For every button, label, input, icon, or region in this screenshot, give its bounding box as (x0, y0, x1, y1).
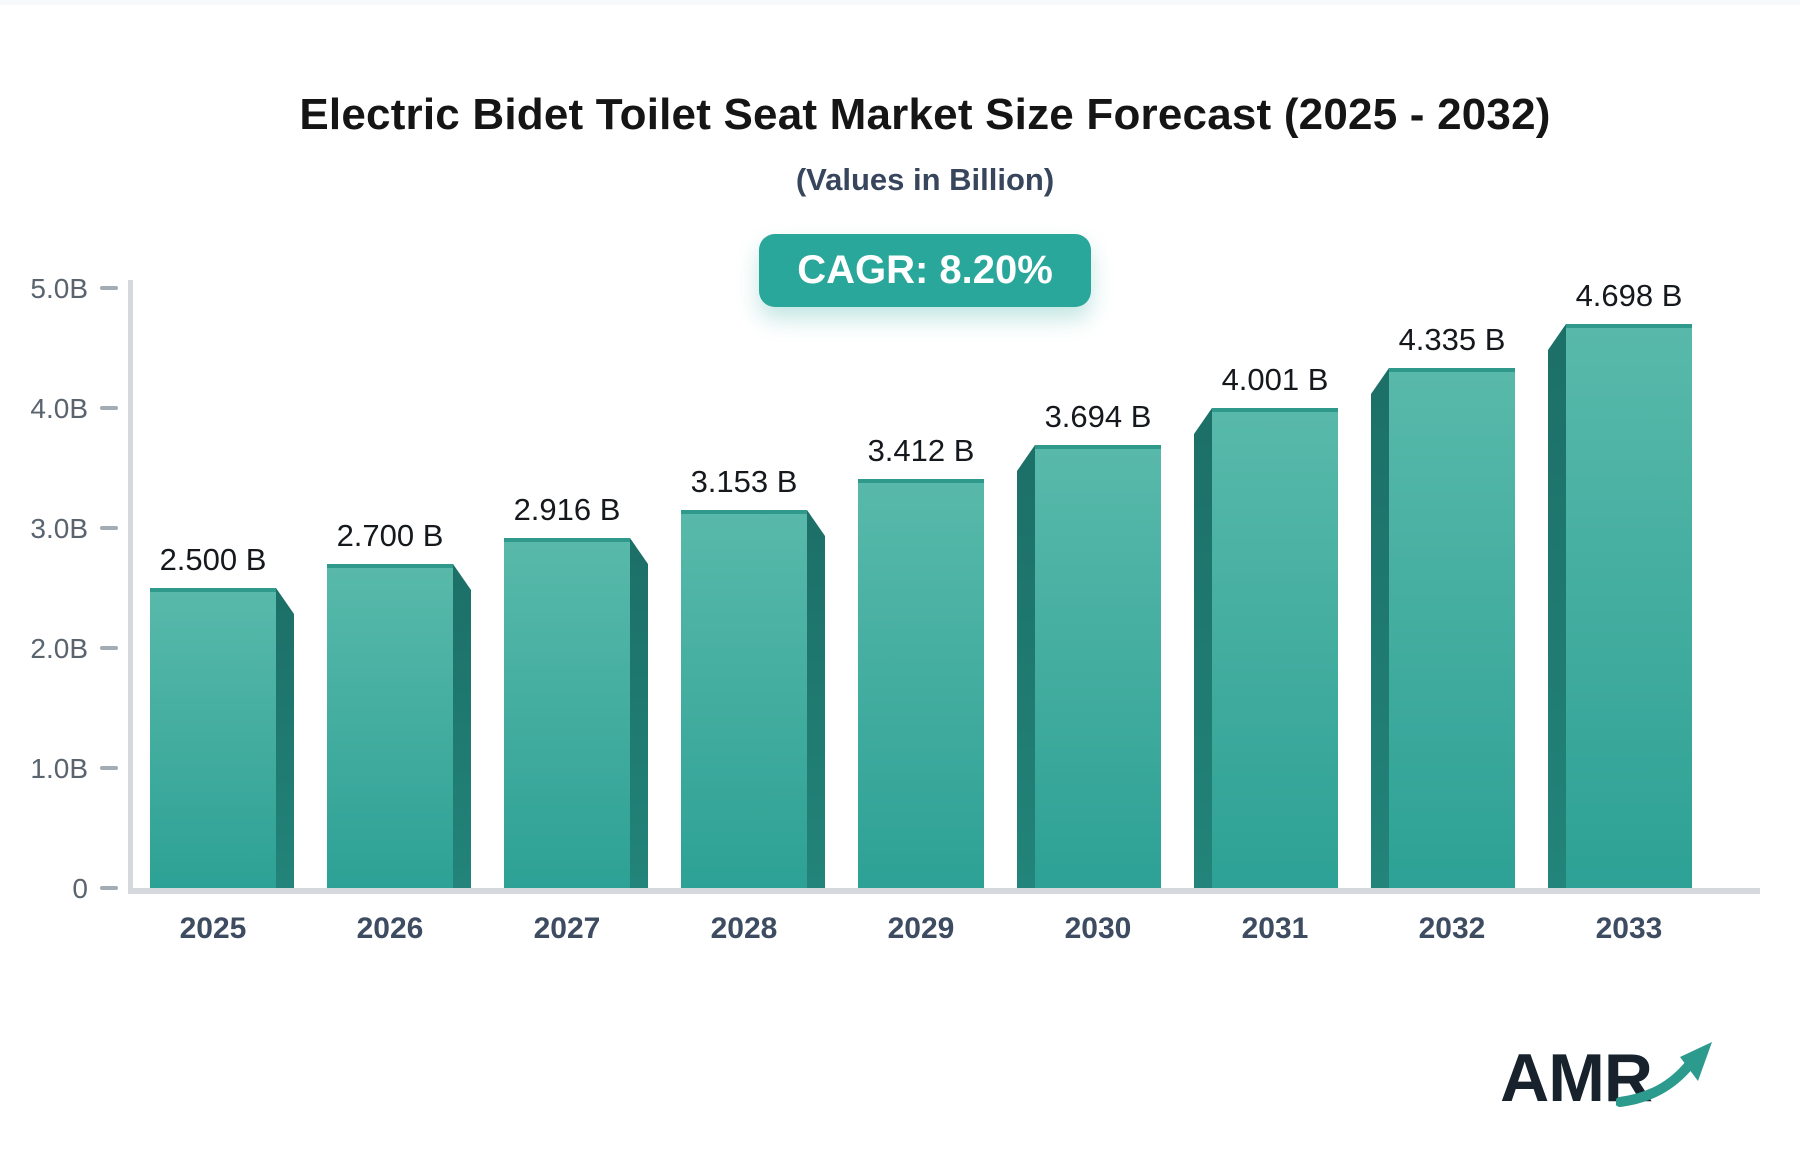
chart-header: Electric Bidet Toilet Seat Market Size F… (60, 90, 1790, 307)
y-tick-mark (100, 886, 118, 890)
page-top-border (0, 0, 1800, 5)
x-axis-label-2028: 2028 (710, 912, 778, 945)
bar-3d-side-face (1017, 445, 1035, 888)
bar-3d-side-face (1371, 368, 1389, 888)
x-axis-label-2030: 2030 (1064, 912, 1132, 945)
bar-2032[interactable] (1389, 368, 1515, 888)
bar-3d-side-face (276, 588, 294, 888)
y-tick-mark (100, 286, 118, 290)
x-axis-label-2033: 2033 (1595, 912, 1663, 945)
chart-title: Electric Bidet Toilet Seat Market Size F… (299, 90, 1551, 139)
y-tick-mark (100, 406, 118, 410)
bar-2033[interactable] (1566, 324, 1692, 888)
x-axis-label-2029: 2029 (887, 912, 955, 945)
bar-2030[interactable] (1035, 445, 1161, 888)
x-axis-label-2025: 2025 (179, 912, 247, 945)
y-tick-label: 3.0B (30, 513, 88, 544)
y-tick-mark (100, 646, 118, 650)
bar-3d-side-face (453, 564, 471, 888)
y-tick-label: 1.0B (30, 753, 88, 784)
bar-value-label: 3.412 B (867, 433, 975, 468)
bar-2025[interactable] (150, 588, 276, 888)
cagr-badge: CAGR: 8.20% (759, 234, 1091, 307)
bar-2026[interactable] (327, 564, 453, 888)
bar-value-label: 4.698 B (1575, 278, 1683, 313)
x-axis-label-2026: 2026 (356, 912, 424, 945)
bar-3d-side-face (807, 510, 825, 888)
bar-value-label: 2.916 B (513, 492, 621, 527)
bar-value-label: 3.153 B (690, 464, 798, 499)
bar-3d-side-face (1548, 324, 1566, 888)
y-axis-line (128, 280, 133, 894)
bar-value-label: 4.335 B (1398, 322, 1506, 357)
chart-subtitle: (Values in Billion) (795, 162, 1055, 197)
growth-arrow-icon (1616, 1042, 1712, 1107)
bar-2029[interactable] (858, 479, 984, 888)
bar-2028[interactable] (681, 510, 807, 888)
amr-logo: AMR (1500, 1038, 1716, 1112)
bar-value-label: 4.001 B (1221, 362, 1329, 397)
x-axis-label-2031: 2031 (1241, 912, 1309, 945)
y-tick-mark (100, 526, 118, 530)
x-axis-line (128, 888, 1760, 894)
bar-3d-side-face (1194, 408, 1212, 888)
bar-2031[interactable] (1212, 408, 1338, 888)
bar-value-label: 3.694 B (1044, 399, 1152, 434)
bar-2027[interactable] (504, 538, 630, 888)
bar-3d-side-face (630, 538, 648, 888)
y-tick-label: 5.0B (30, 273, 88, 304)
y-tick-label: 4.0B (30, 393, 88, 424)
y-tick-label: 2.0B (30, 633, 88, 664)
y-tick-label: 0 (72, 873, 88, 904)
bar-value-label: 2.700 B (336, 518, 444, 553)
x-axis-label-2032: 2032 (1418, 912, 1486, 945)
y-tick-mark (100, 766, 118, 770)
x-axis-label-2027: 2027 (533, 912, 601, 945)
bar-value-label: 2.500 B (159, 542, 267, 577)
